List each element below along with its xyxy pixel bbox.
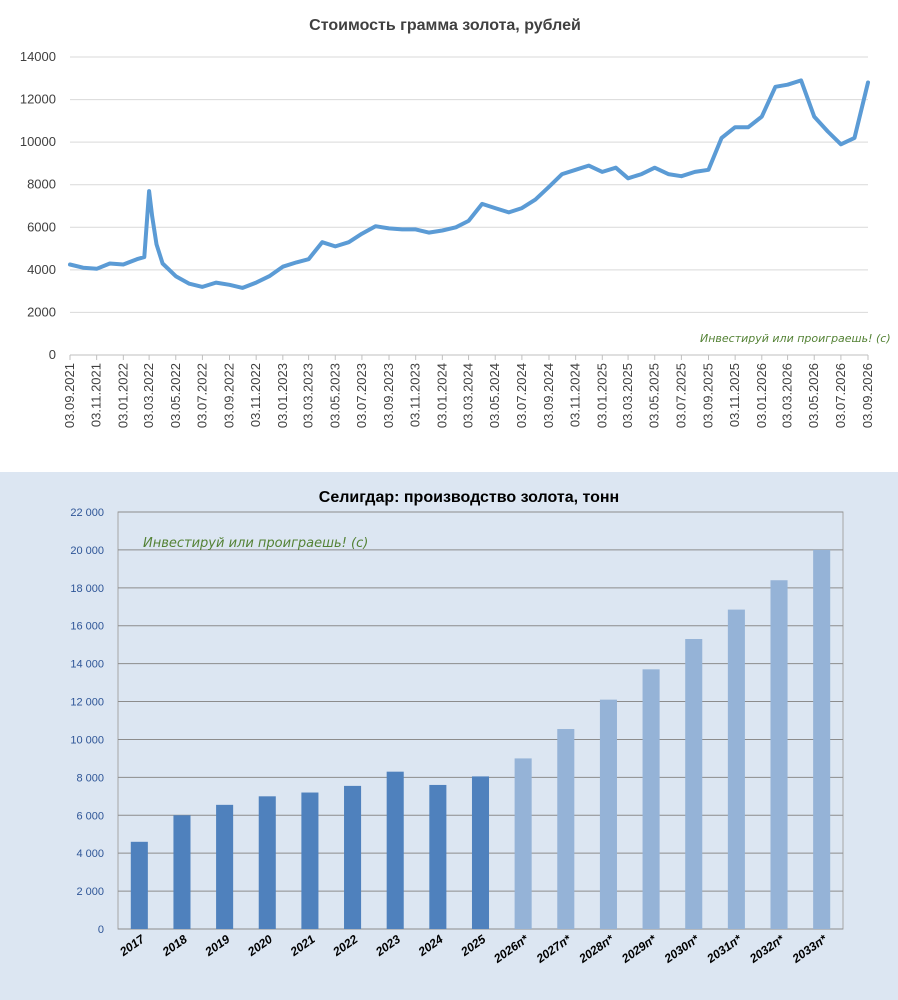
chart2-category-label: 2028п* bbox=[576, 931, 618, 966]
chart2-category-label: 2029п* bbox=[618, 931, 660, 966]
chart2-bar bbox=[727, 609, 745, 929]
chart1-x-tick: 03.07.2024 bbox=[514, 363, 529, 428]
chart1-title: Стоимость грамма золота, рублей bbox=[309, 17, 581, 34]
chart1-x-tick: 03.05.2025 bbox=[647, 363, 662, 428]
chart1-x-tick: 03.05.2024 bbox=[487, 363, 502, 428]
chart1-x-tick: 03.07.2023 bbox=[354, 363, 369, 428]
chart1-x-tick: 03.09.2021 bbox=[62, 363, 77, 428]
chart2-category-label: 2031п* bbox=[704, 931, 746, 966]
chart2-y-tick: 14 000 bbox=[70, 659, 104, 671]
chart1-x-tick: 03.11.2022 bbox=[248, 363, 263, 427]
chart2-category-label: 2018 bbox=[159, 932, 190, 960]
chart2-bar bbox=[514, 758, 532, 929]
chart1-x-tick: 03.09.2022 bbox=[222, 363, 237, 428]
chart2-category-label: 2033п* bbox=[789, 931, 831, 966]
chart2-category-label: 2025 bbox=[457, 932, 488, 960]
seligdar-production-chart: Селигдар: производство золота, тонн 0 2 0… bbox=[0, 472, 898, 1000]
chart1-x-tick: 03.05.2022 bbox=[168, 363, 183, 428]
chart2-category-label: 2024 bbox=[415, 932, 446, 960]
gold-price-chart-svg: Стоимость грамма золота, рублей 0 2000 400… bbox=[20, 17, 891, 428]
chart2-category-label: 2020 bbox=[244, 932, 275, 960]
chart2-category-label: 2027п* bbox=[533, 931, 575, 966]
chart1-x-tick: 03.03.2022 bbox=[141, 363, 156, 428]
chart1-y-tick: 2000 bbox=[27, 304, 56, 319]
chart1-x-tick: 03.03.2025 bbox=[620, 363, 635, 428]
chart2-bar bbox=[344, 785, 362, 929]
chart2-bar bbox=[429, 784, 447, 929]
chart1-x-tick: 03.03.2023 bbox=[301, 363, 316, 428]
chart2-category-label: 2023 bbox=[372, 932, 403, 960]
chart2-y-tick: 10 000 bbox=[70, 734, 104, 746]
chart2-bar bbox=[770, 580, 788, 929]
chart1-x-tick: 03.11.2024 bbox=[568, 363, 583, 427]
chart2-category-label: 2030п* bbox=[661, 931, 703, 966]
chart1-watermark: Инвестируй или проиграешь! (с) bbox=[700, 332, 891, 345]
chart1-x-tick: 03.11.2025 bbox=[727, 363, 742, 427]
chart2-bar bbox=[599, 699, 617, 929]
chart2-bar bbox=[216, 804, 234, 929]
chart1-x-tick: 03.01.2023 bbox=[275, 363, 290, 428]
chart1-x-tick: 03.09.2023 bbox=[381, 363, 396, 428]
chart1-y-tick: 10000 bbox=[20, 134, 56, 149]
chart1-x-tick: 03.05.2023 bbox=[327, 363, 342, 428]
chart1-x-tick: 03.07.2025 bbox=[673, 363, 688, 428]
chart2-watermark: Инвестируй или проиграешь! (с) bbox=[143, 536, 368, 551]
chart2-bar bbox=[557, 729, 575, 929]
chart1-x-tick: 03.01.2022 bbox=[115, 363, 130, 428]
chart1-price-line bbox=[68, 78, 870, 290]
chart1-x-tick: 03.09.2024 bbox=[541, 363, 556, 428]
chart2-category-label: 2026п* bbox=[490, 931, 532, 966]
chart2-y-tick: 20 000 bbox=[70, 545, 104, 557]
chart2-y-tick: 4 000 bbox=[76, 848, 104, 860]
chart2-title: Селигдар: производство золота, тонн bbox=[319, 489, 619, 506]
chart2-y-tick: 6 000 bbox=[76, 810, 104, 822]
chart2-y-tick: 12 000 bbox=[70, 697, 104, 709]
chart2-bar bbox=[173, 815, 191, 929]
chart1-x-tick: 03.07.2022 bbox=[194, 363, 209, 428]
chart2-category-label: 2019 bbox=[202, 932, 233, 960]
chart1-x-tick: 03.11.2023 bbox=[408, 363, 423, 427]
chart1-y-tick: 4000 bbox=[27, 262, 56, 277]
chart2-y-tick: 0 bbox=[98, 924, 104, 936]
chart1-y-tick: 0 bbox=[49, 347, 56, 362]
chart2-bar bbox=[685, 638, 703, 929]
chart2-bar bbox=[642, 669, 660, 929]
gold-price-chart: Стоимость грамма золота, рублей 0 2000 400… bbox=[0, 0, 898, 470]
chart1-x-tick: 03.11.2021 bbox=[89, 363, 104, 427]
chart1-x-tick: 03.05.2026 bbox=[806, 363, 821, 428]
chart1-y-tick: 6000 bbox=[27, 219, 56, 234]
chart1-y-tick: 14000 bbox=[20, 49, 56, 64]
chart1-x-tick: 03.09.2025 bbox=[700, 363, 715, 428]
chart2-y-tick: 22 000 bbox=[70, 507, 104, 519]
chart1-x-tick: 03.03.2026 bbox=[780, 363, 795, 428]
chart2-category-label: 2017 bbox=[116, 931, 148, 959]
chart2-bar bbox=[130, 841, 148, 929]
chart1-x-tick: 03.03.2024 bbox=[461, 363, 476, 428]
chart1-x-tick: 03.09.2026 bbox=[860, 363, 875, 428]
seligdar-production-chart-svg: Селигдар: производство золота, тонн 0 2 0… bbox=[70, 489, 844, 966]
chart1-x-tick: 03.01.2024 bbox=[434, 363, 449, 428]
chart1-y-tick: 12000 bbox=[20, 92, 56, 107]
chart1-x-tick: 03.01.2026 bbox=[754, 363, 769, 428]
chart2-y-tick: 8 000 bbox=[76, 772, 104, 784]
chart2-y-tick: 18 000 bbox=[70, 583, 104, 595]
chart2-category-label: 2021 bbox=[287, 932, 318, 960]
chart2-bar bbox=[301, 792, 319, 929]
chart2-category-label: 2032п* bbox=[746, 931, 788, 966]
chart1-x-tick: 03.01.2025 bbox=[594, 363, 609, 428]
chart2-y-tick: 2 000 bbox=[76, 886, 104, 898]
chart1-y-tick: 8000 bbox=[27, 177, 56, 192]
chart2-bar bbox=[813, 549, 831, 929]
chart2-bar bbox=[258, 796, 276, 929]
chart2-category-label: 2022 bbox=[330, 932, 361, 960]
chart2-y-tick: 16 000 bbox=[70, 621, 104, 633]
chart1-x-tick: 03.07.2026 bbox=[833, 363, 848, 428]
chart2-bar bbox=[386, 771, 404, 929]
chart2-bar bbox=[471, 776, 490, 929]
